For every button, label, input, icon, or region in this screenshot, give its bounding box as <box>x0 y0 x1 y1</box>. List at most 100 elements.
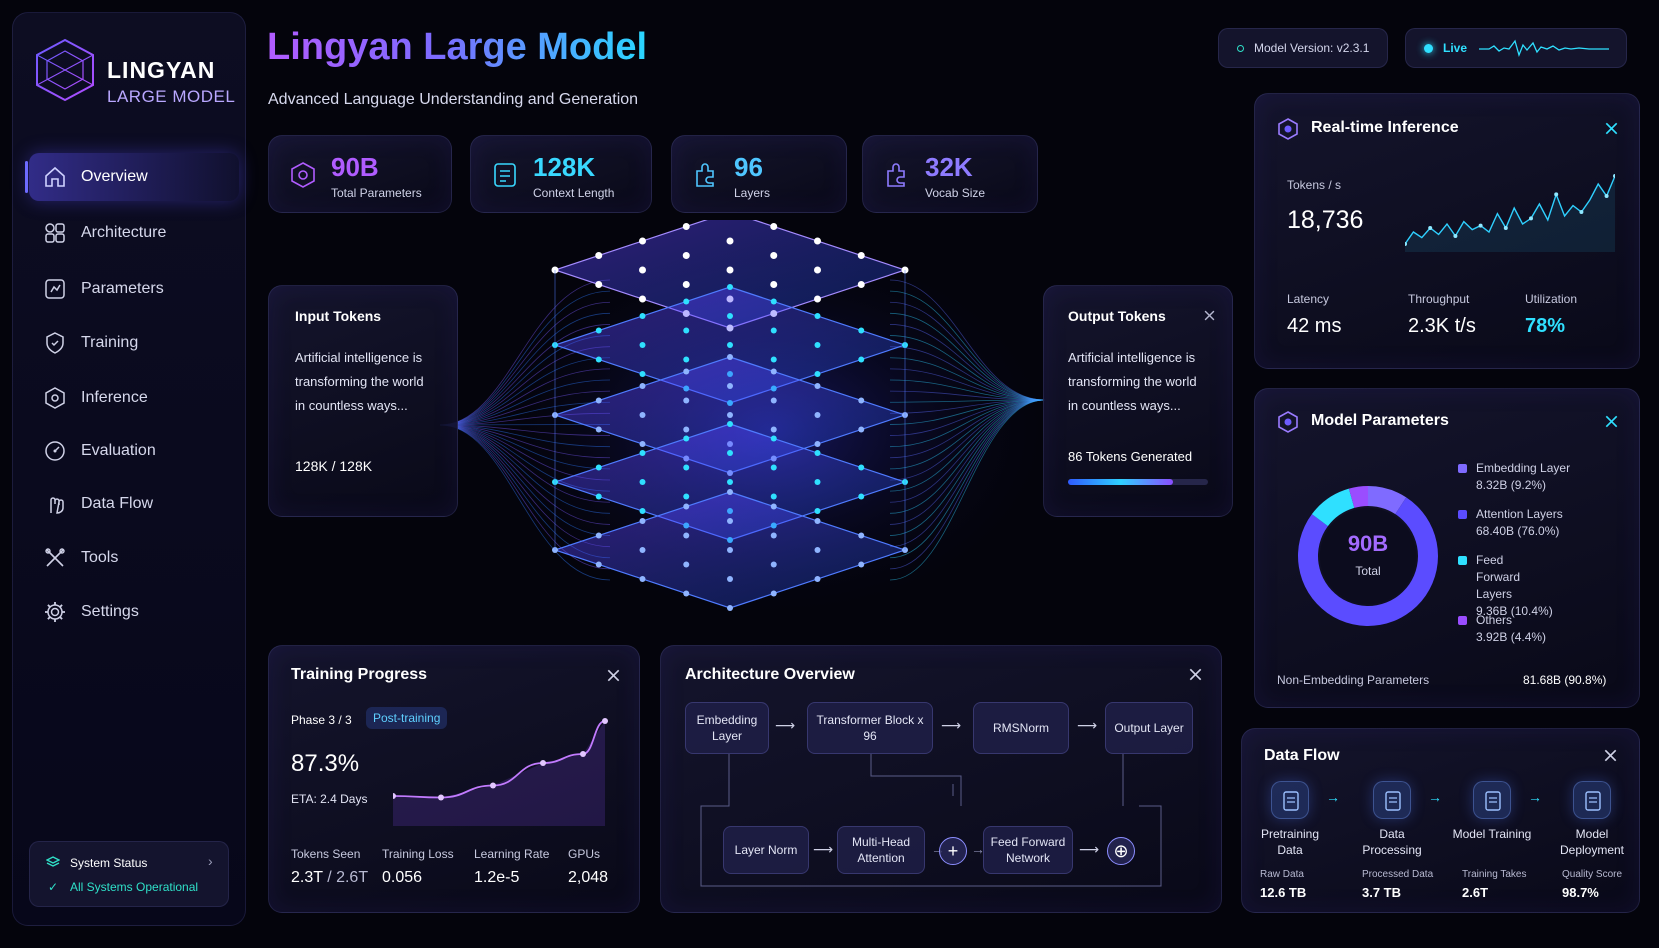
layer-norm-box[interactable]: Layer Norm <box>723 826 809 874</box>
sidebar-item-overview[interactable]: Overview <box>25 153 239 201</box>
live-label: Live <box>1443 41 1468 55</box>
sidebar-item-settings[interactable]: Settings <box>29 588 239 636</box>
donut-hole <box>1320 508 1416 604</box>
stat-label: Vocab Size <box>925 186 986 200</box>
sidebar-item-architecture[interactable]: Architecture <box>29 209 239 257</box>
realtime-title: Real-time Inference <box>1311 119 1459 136</box>
feed-forward-box[interactable]: Feed Forward Network <box>983 826 1073 874</box>
neuron-node <box>683 464 690 471</box>
sidebar-item-data-flow[interactable]: Data Flow <box>29 480 239 528</box>
dataflow-step-sub: Processed Data <box>1362 869 1434 880</box>
neuron-node <box>595 252 603 259</box>
tools-icon <box>45 548 65 567</box>
neuron-node <box>683 356 690 363</box>
neuron-node <box>814 237 821 245</box>
sidebar-item-label: Settings <box>81 603 139 620</box>
close-icon[interactable] <box>1204 310 1215 321</box>
neuron-node <box>814 518 821 524</box>
file-icon[interactable] <box>1271 781 1309 819</box>
architecture-card: Architecture Overview Embedding Layer ⟶ … <box>660 645 1222 913</box>
stream-line <box>440 324 611 426</box>
neuron-node <box>857 252 865 259</box>
neuron-node <box>595 281 603 288</box>
close-icon[interactable] <box>1605 122 1618 135</box>
donut-slice <box>1368 486 1407 515</box>
neuron-node <box>770 368 777 375</box>
neuron-node <box>683 368 690 375</box>
sidebar-item-evaluation[interactable]: Evaluation <box>29 427 239 475</box>
output-layer-box[interactable]: Output Layer <box>1105 702 1193 754</box>
embedding-layer-box[interactable]: Embedding Layer <box>685 702 769 754</box>
system-status[interactable]: System Status › ✓ All Systems Operationa… <box>29 841 229 907</box>
sidebar-item-inference[interactable]: Inference <box>29 374 239 422</box>
stream-line <box>440 290 611 426</box>
puzzle-icon <box>696 163 714 187</box>
sidebar-item-label: Inference <box>81 389 148 406</box>
cloud-deploy-icon[interactable] <box>1573 781 1611 819</box>
stream-line <box>889 399 1046 559</box>
legend-item: Attention Layers 68.40B (76.0%) <box>1458 506 1626 540</box>
chart-point <box>1579 210 1584 214</box>
dataflow-step-value: 3.7 TB <box>1362 885 1402 900</box>
neuron-node <box>727 313 733 319</box>
legend-item: Embedding Layer 8.32B (9.2%) <box>1458 460 1626 494</box>
close-icon[interactable] <box>1189 668 1202 681</box>
sidebar-item-tools[interactable]: Tools <box>29 534 239 582</box>
neuron-node <box>639 518 646 524</box>
neuron-node <box>857 281 865 288</box>
neuron-node <box>595 493 602 500</box>
training-progress-card: Training Progress Phase 3 / 3 Post-train… <box>268 645 640 913</box>
arrow-right-icon: ⟶ <box>813 841 834 857</box>
arrow-right-icon: → <box>971 841 985 857</box>
transformer-block-box[interactable]: Transformer Block x 96 <box>807 702 933 754</box>
stream-line <box>889 399 1046 425</box>
legend-name: Embedding Layer <box>1476 461 1571 475</box>
sidebar-item-training[interactable]: Training <box>29 319 239 367</box>
chart-point <box>1503 226 1508 230</box>
model-parameters-card: Model Parameters 90B Total Non-Embedding… <box>1254 388 1640 708</box>
legend-name: Attention Layers <box>1476 507 1563 521</box>
legend-value: 68.40B (76.0%) <box>1476 524 1560 538</box>
gauge-icon <box>45 441 65 461</box>
brand-title: LINGYAN <box>107 57 216 83</box>
multi-head-attention-box[interactable]: Multi-Head Attention <box>837 826 925 874</box>
hexagon-chip-icon <box>1278 118 1298 140</box>
stream-line <box>440 379 611 426</box>
stream-line <box>440 390 611 426</box>
neuron-node <box>682 223 690 230</box>
live-indicator[interactable]: Live <box>1405 28 1627 68</box>
stream-line <box>440 424 611 436</box>
neuron-node <box>595 426 602 433</box>
lr-value: 1.2e-5 <box>474 869 520 886</box>
neuron-node <box>595 532 602 539</box>
user-process-icon[interactable] <box>1373 781 1411 819</box>
neuron-node <box>727 518 733 524</box>
close-icon[interactable] <box>1605 415 1618 428</box>
rmsnorm-box[interactable]: RMSNorm <box>973 702 1069 754</box>
sidebar-item-parameters[interactable]: Parameters <box>29 265 239 313</box>
neuron-node <box>770 532 777 539</box>
legend-swatch <box>1458 556 1467 565</box>
neuron-node <box>858 561 865 568</box>
dataflow-step-sub: Raw Data <box>1260 869 1304 880</box>
token-stream-lines <box>440 279 1046 581</box>
neuron-node <box>682 252 690 259</box>
model-icon[interactable] <box>1473 781 1511 819</box>
input-token-count: 128K / 128K <box>295 458 373 474</box>
sidebar-item-label: Architecture <box>81 224 167 241</box>
neuron-node <box>683 435 690 442</box>
stream-line <box>889 335 1046 401</box>
chart-point <box>1613 174 1615 178</box>
legend-swatch <box>1458 616 1467 625</box>
close-icon[interactable] <box>1604 749 1617 762</box>
layers-icon <box>46 856 60 867</box>
neuron-node <box>814 295 821 303</box>
close-icon[interactable] <box>607 669 620 682</box>
neuron-node <box>814 266 821 274</box>
output-progress-track <box>1068 479 1208 485</box>
arrow-right-icon: ⟶ <box>1077 717 1098 733</box>
neuron-node <box>770 503 777 510</box>
neuron-node <box>639 412 646 418</box>
stream-line <box>889 346 1046 401</box>
neuron-node <box>858 532 865 539</box>
